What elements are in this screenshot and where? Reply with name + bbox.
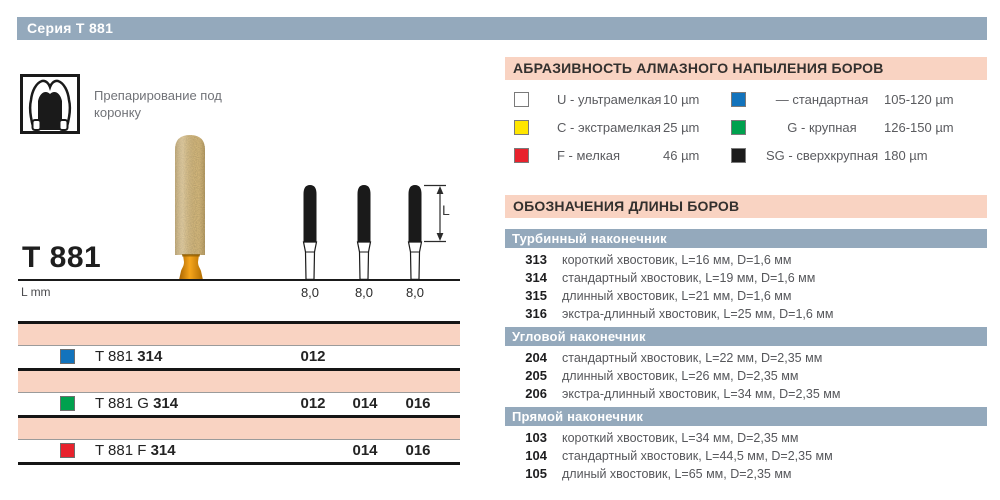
table-row: 314 стандартный хвостовик, L=19 мм, D=1,… <box>505 269 987 287</box>
series-header-bar: Серия Т 881 <box>17 17 987 40</box>
size-value: 014 <box>352 395 378 412</box>
grit-swatch-standard <box>731 92 746 107</box>
grit-color-swatch <box>60 443 75 458</box>
shank-code: 313 <box>525 252 547 267</box>
shank-code: 205 <box>525 368 547 383</box>
grit-label: SG - сверхкрупная <box>766 148 879 163</box>
shank-description: короткий хвостовик, L=34 мм, D=2,35 мм <box>562 431 799 445</box>
table-row: 204 стандартный хвостовик, L=22 мм, D=2,… <box>505 349 987 367</box>
grit-value: 126-150 µm <box>884 120 954 135</box>
baseline-rule <box>18 279 460 281</box>
shank-description: экстра-длинный хвостовик, L=25 мм, D=1,6… <box>562 307 834 321</box>
shank-length-value: 8,0 <box>405 285 425 300</box>
table-row: 315 длинный хвостовик, L=21 мм, D=1,6 мм <box>505 287 987 305</box>
product-prefix: T 881 <box>95 348 134 365</box>
shank-description: стандартный хвостовик, L=44,5 мм, D=2,35… <box>562 449 833 463</box>
table-row: 316 экстра-длинный хвостовик, L=25 мм, D… <box>505 305 987 323</box>
grit-value: 25 µm <box>663 120 700 135</box>
shank-code: 103 <box>525 430 547 445</box>
size-value: 012 <box>300 348 326 365</box>
grit-swatch-fine <box>514 148 529 163</box>
shank-description: длиный хвостовик, L=65 мм, D=2,35 мм <box>562 467 792 481</box>
table-row: 103 короткий хвостовик, L=34 мм, D=2,35 … <box>505 429 987 447</box>
grit-swatch-coarse <box>731 120 746 135</box>
grit-value: 105-120 µm <box>884 92 954 107</box>
grit-color-swatch <box>60 349 75 364</box>
tooth-crown-prep-icon <box>20 74 80 134</box>
product-group: T 881 314 012 <box>18 321 460 368</box>
product-row: T 881 F 314 014 016 <box>18 440 460 462</box>
section-subheader: Турбинный наконечник <box>505 229 987 248</box>
product-name: T 881 G 314 <box>95 395 178 412</box>
size-value: 016 <box>405 395 431 412</box>
table-row: 105 длиный хвостовик, L=65 мм, D=2,35 мм <box>505 465 987 483</box>
product-name: T 881 F 314 <box>95 442 176 459</box>
diamond-bur-photo <box>171 132 211 287</box>
grit-value: 10 µm <box>663 92 700 107</box>
table-bottom-rule <box>18 462 460 465</box>
grit-label: G - крупная <box>787 120 857 135</box>
shank-code: 204 <box>525 350 547 365</box>
product-prefix: T 881 F <box>95 442 147 459</box>
product-band <box>18 324 460 346</box>
shank-description: стандартный хвостовик, L=22 мм, D=2,35 м… <box>562 351 823 365</box>
shank-length-value: 8,0 <box>354 285 374 300</box>
shank-description: длинный хвостовик, L=21 мм, D=1,6 мм <box>562 289 792 303</box>
grit-value: 180 µm <box>884 148 928 163</box>
size-value: 016 <box>405 442 431 459</box>
shank-description: короткий хвостовик, L=16 мм, D=1,6 мм <box>562 253 792 267</box>
table-row: 205 длинный хвостовик, L=26 мм, D=2,35 м… <box>505 367 987 385</box>
table-row: 313 короткий хвостовик, L=16 мм, D=1,6 м… <box>505 251 987 269</box>
size-value: 014 <box>352 442 378 459</box>
shank-code: 316 <box>525 306 547 321</box>
product-band <box>18 418 460 440</box>
grit-label: — стандартная <box>775 92 869 107</box>
shank-length-value: 8,0 <box>300 285 320 300</box>
product-name: T 881 314 <box>95 348 162 365</box>
lengths-table: Турбинный наконечник 313 короткий хвосто… <box>505 229 987 483</box>
grit-label: C - экстрамелкая <box>557 120 661 135</box>
shank-description: экстра-длинный хвостовик, L=34 мм, D=2,3… <box>562 387 841 401</box>
product-row: T 881 G 314 012 014 016 <box>18 393 460 415</box>
shank-code: 206 <box>525 386 547 401</box>
grit-swatch-extrafine <box>514 120 529 135</box>
product-band <box>18 371 460 393</box>
unit-label: L mm <box>21 285 51 299</box>
grit-swatch-ultrafine <box>514 92 529 107</box>
grit-label: F - мелкая <box>557 148 621 163</box>
lengths-section-contra-angle: Угловой наконечник 204 стандартный хвост… <box>505 327 987 403</box>
table-row: 206 экстра-длинный хвостовик, L=34 мм, D… <box>505 385 987 403</box>
shank-description: длинный хвостовик, L=26 мм, D=2,35 мм <box>562 369 799 383</box>
product-prefix: T 881 G <box>95 395 149 412</box>
page-title: T 881 <box>22 241 102 274</box>
section-subheader: Угловой наконечник <box>505 327 987 346</box>
dimension-label: L <box>442 202 450 218</box>
grit-swatch-supercoarse <box>731 148 746 163</box>
section-subheader: Прямой наконечник <box>505 407 987 426</box>
product-code: 314 <box>137 348 163 365</box>
bur-diagram <box>140 130 470 285</box>
shank-code: 104 <box>525 448 547 463</box>
product-group: T 881 G 314 012 014 016 <box>18 368 460 415</box>
shank-code: 105 <box>525 466 547 481</box>
product-group: T 881 F 314 014 016 <box>18 415 460 462</box>
grit-label: U - ультрамелкая <box>557 92 662 107</box>
size-value: 012 <box>300 395 326 412</box>
product-code: 314 <box>150 442 176 459</box>
application-label: Препарирование под коронку <box>94 88 222 120</box>
lengths-section-title: ОБОЗНАЧЕНИЯ ДЛИНЫ БОРОВ <box>505 195 987 218</box>
lengths-section-straight: Прямой наконечник 103 короткий хвостовик… <box>505 407 987 483</box>
lengths-section-turbine: Турбинный наконечник 313 короткий хвосто… <box>505 229 987 323</box>
shank-code: 315 <box>525 288 547 303</box>
product-code: 314 <box>153 395 179 412</box>
table-row: 104 стандартный хвостовик, L=44,5 мм, D=… <box>505 447 987 465</box>
grit-color-swatch <box>60 396 75 411</box>
shank-code: 314 <box>525 270 547 285</box>
abrasiveness-section-title: АБРАЗИВНОСТЬ АЛМАЗНОГО НАПЫЛЕНИЯ БОРОВ <box>505 57 987 80</box>
shank-description: стандартный хвостовик, L=19 мм, D=1,6 мм <box>562 271 816 285</box>
product-row: T 881 314 012 <box>18 346 460 368</box>
grit-value: 46 µm <box>663 148 700 163</box>
